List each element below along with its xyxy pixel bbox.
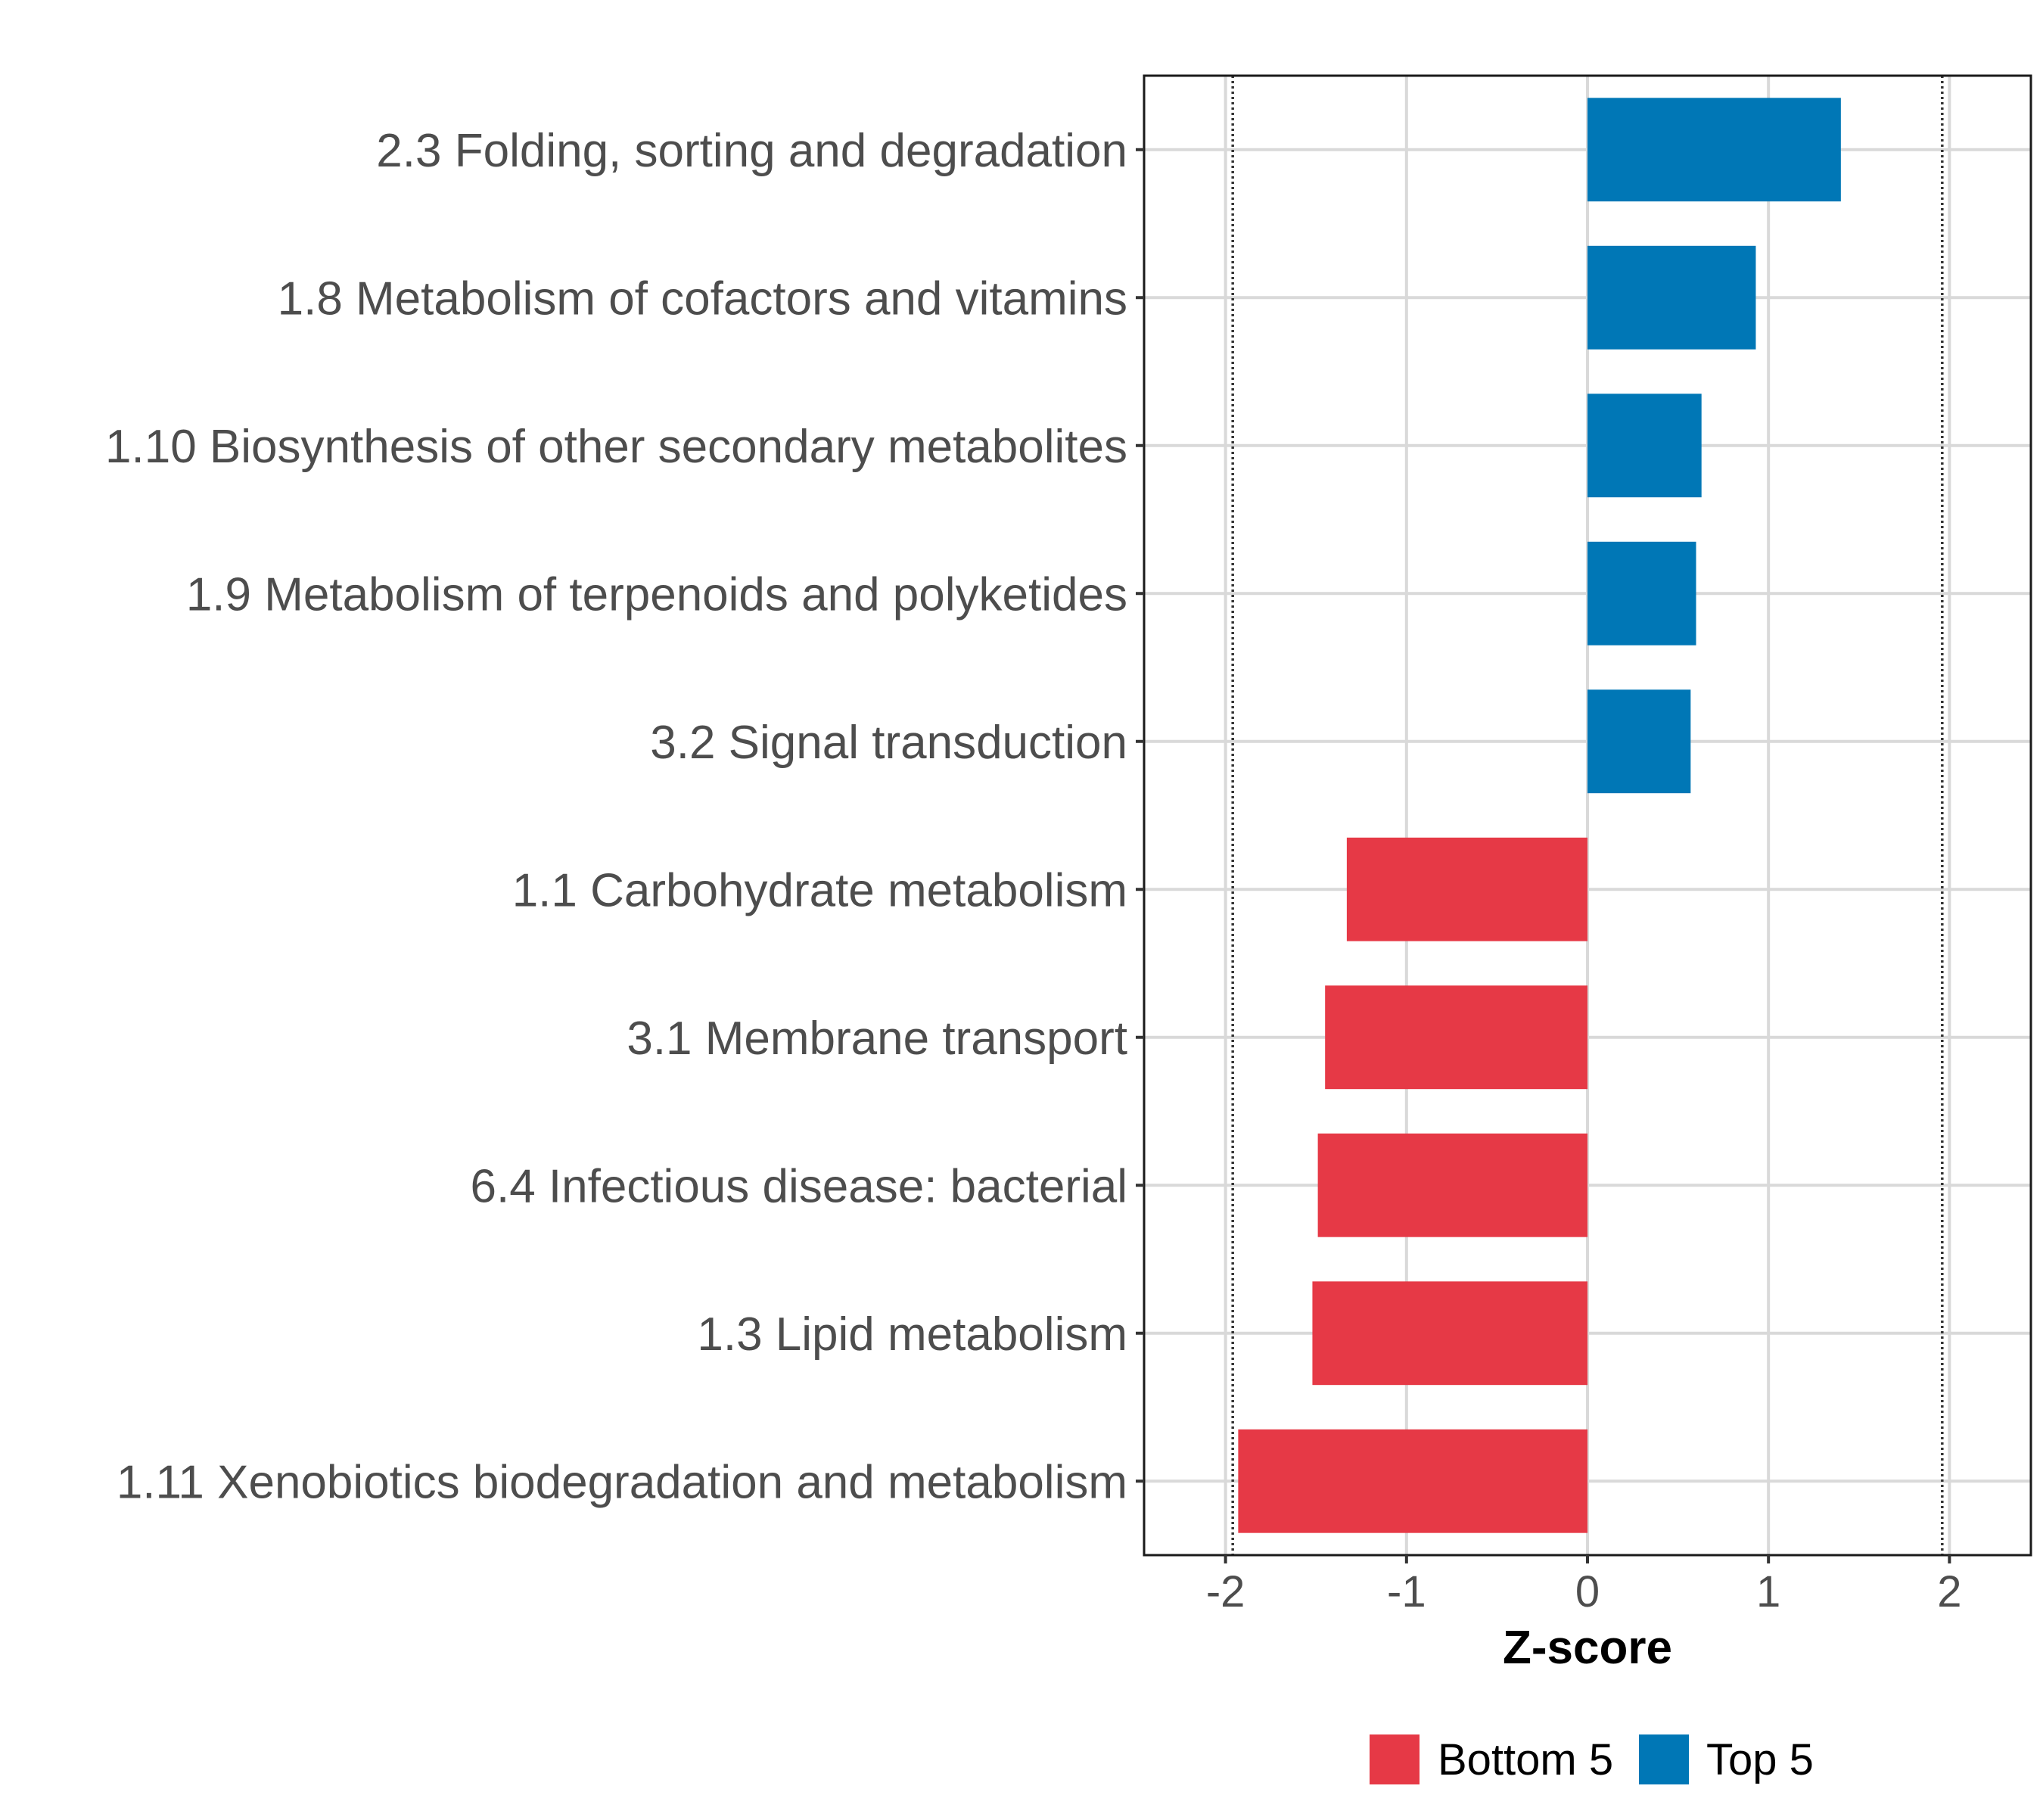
legend: Bottom 5 Top 5 — [1370, 1734, 1814, 1784]
x-tick-label: 1 — [1756, 1567, 1780, 1616]
y-tick-label: 1.1 Carbohydrate metabolism — [512, 864, 1127, 916]
bar-top5 — [1587, 245, 1756, 350]
bar-top5 — [1587, 394, 1702, 498]
bar-bottom5 — [1346, 837, 1587, 941]
axes: 2.3 Folding, sorting and degradation 1.8 … — [105, 125, 1961, 1616]
y-tick-label: 1.11 Xenobiotics biodegradation and meta… — [117, 1456, 1127, 1508]
bar-bottom5 — [1317, 1133, 1587, 1237]
legend-swatch — [1370, 1734, 1420, 1784]
legend-label: Top 5 — [1706, 1735, 1814, 1784]
bar-top5 — [1587, 541, 1696, 646]
x-tick-label: 2 — [1937, 1567, 1961, 1616]
bar-bottom5 — [1325, 985, 1587, 1090]
y-tick-label: 1.9 Metabolism of terpenoids and polyket… — [186, 568, 1127, 621]
x-tick-label: -1 — [1387, 1567, 1426, 1616]
x-axis-title: Z-score — [1503, 1622, 1672, 1674]
y-tick-label: 1.3 Lipid metabolism — [697, 1308, 1127, 1361]
x-tick-label: -2 — [1206, 1567, 1245, 1616]
bar-bottom5 — [1238, 1429, 1587, 1533]
bar-top5 — [1587, 689, 1691, 794]
y-tick-label: 2.3 Folding, sorting and degradation — [376, 125, 1127, 177]
y-tick-label: 1.8 Metabolism of cofactors and vitamins — [278, 272, 1127, 325]
bar-top5 — [1587, 98, 1841, 202]
legend-label: Bottom 5 — [1438, 1735, 1613, 1784]
y-tick-label: 1.10 Biosynthesis of other secondary met… — [105, 421, 1127, 473]
bars — [1238, 98, 1841, 1533]
y-tick-label: 3.2 Signal transduction — [650, 717, 1127, 769]
y-tick-label: 6.4 Infectious disease: bacterial — [470, 1160, 1127, 1212]
bar-bottom5 — [1312, 1281, 1587, 1386]
legend-swatch — [1639, 1734, 1689, 1784]
y-tick-label: 3.1 Membrane transport — [627, 1013, 1127, 1065]
x-tick-label: 0 — [1575, 1567, 1600, 1616]
